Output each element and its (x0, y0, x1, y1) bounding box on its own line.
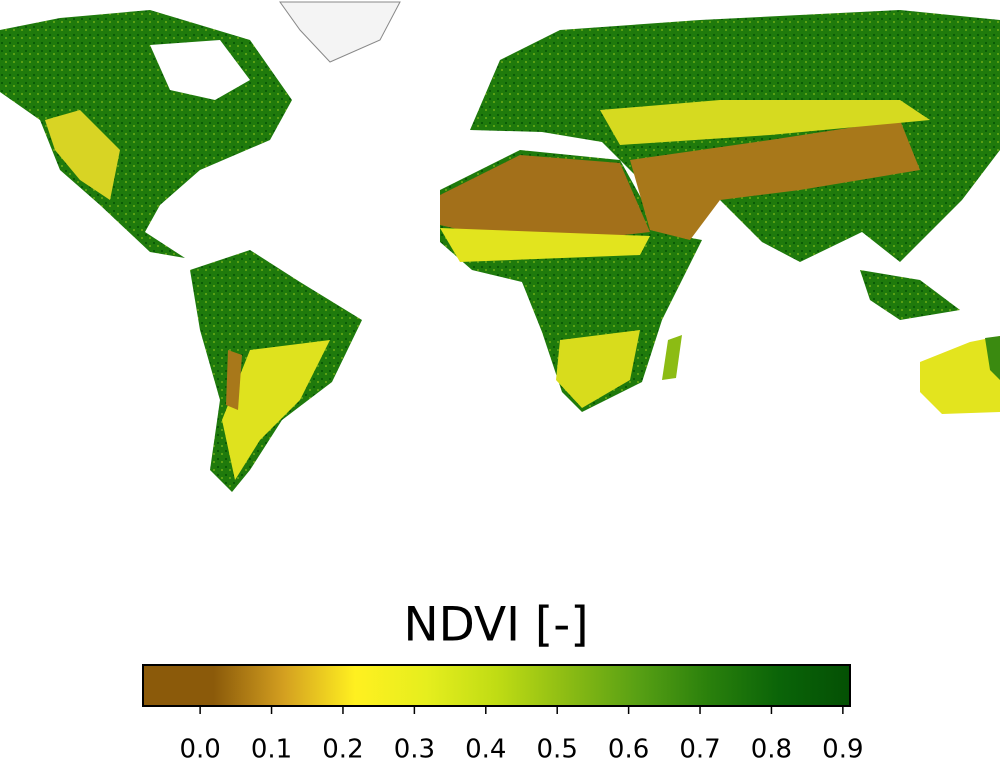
dry-region (45, 110, 120, 200)
desert (226, 350, 242, 410)
colorbar (142, 664, 851, 707)
desert (630, 120, 920, 240)
savanna (440, 228, 650, 262)
land (860, 270, 960, 320)
tick-label: 0.6 (608, 735, 649, 765)
land (920, 336, 1000, 414)
tick-label: 0.0 (179, 735, 220, 765)
greenland (279, 1, 401, 63)
tick-label: 0.1 (251, 735, 292, 765)
desert (440, 155, 650, 240)
ice (150, 40, 250, 100)
tick-label: 0.7 (679, 735, 720, 765)
land (985, 336, 1000, 380)
tick-label: 0.2 (322, 735, 363, 765)
steppe (600, 100, 930, 145)
tick-label: 0.9 (822, 735, 863, 765)
dry-region (222, 340, 330, 480)
tick-label: 0.8 (751, 735, 792, 765)
land (0, 10, 292, 258)
tick-label: 0.5 (537, 735, 578, 765)
tick-label: 0.3 (394, 735, 435, 765)
tick-label: 0.4 (465, 735, 506, 765)
colorbar-ticks: 0.0 0.1 0.2 0.3 0.4 0.5 0.6 0.7 0.8 0.9 (179, 706, 864, 765)
madagascar (662, 335, 682, 380)
savanna (556, 330, 640, 408)
world-map (0, 1, 1000, 492)
colorbar-label: NDVI [-] (403, 598, 588, 653)
